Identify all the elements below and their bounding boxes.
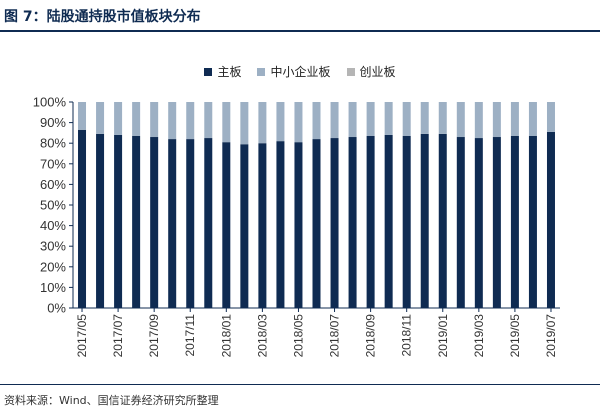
figure-title: 图 7：陆股通持股市值板块分布 [4,9,201,25]
bar-segment [546,102,555,132]
bar-segment [366,135,375,308]
bar-segment [312,139,321,308]
bar-segment [204,138,213,308]
bar-segment [402,102,411,136]
legend-item-sme: 中小企业板 [257,63,331,80]
bar-segment [240,102,249,145]
y-tick-label: 0% [47,301,66,316]
bar-segment [222,142,231,308]
y-tick-label: 50% [40,198,66,213]
x-tick-label: 2017/09 [147,314,161,358]
bar-segment [474,102,483,139]
bar-segment [78,102,87,130]
bar-segment [168,102,177,140]
bar-segment [492,102,501,138]
bar-segment [258,143,267,308]
bar-segment [510,135,519,308]
legend-item-main: 主板 [204,63,241,80]
x-tick-label: 2019/05 [508,314,522,358]
x-tick-label: 2018/11 [400,314,414,357]
y-tick-label: 100% [33,95,67,110]
bar-segment [186,139,195,308]
x-tick-label: 2019/03 [472,314,486,358]
legend-label-chinext: 创业板 [359,65,396,79]
legend-swatch-chinext [346,67,355,76]
bar-segment [276,102,285,142]
y-tick-label: 30% [40,239,66,254]
bar-segment [150,137,159,308]
y-tick-label: 70% [40,156,66,171]
bar-segment [96,102,105,134]
title-rule [0,30,600,32]
bar-segment [438,102,447,134]
bar-segment [294,102,303,143]
legend-swatch-main [204,67,213,76]
bar-segment [294,142,303,308]
x-tick-label: 2019/07 [544,314,558,358]
bar-segment [258,102,267,144]
bar-segment [348,137,357,308]
bar-segment [384,102,393,135]
bar-segment [438,133,447,308]
y-tick-label: 10% [40,280,66,295]
bar-segment [492,137,501,308]
y-tick-label: 60% [40,177,66,192]
bar-segment [402,135,411,308]
bar-segment [186,102,195,140]
y-tick-label: 90% [40,115,66,130]
bar-segment [528,135,537,308]
x-tick-label: 2019/01 [436,314,450,358]
bar-segment [330,102,339,139]
x-tick-label: 2017/11 [183,314,197,357]
bar-segment [222,102,231,143]
bar-segment [420,133,429,308]
legend-item-chinext: 创业板 [346,63,396,80]
bar-segment [132,135,141,308]
bar-segment [150,102,159,138]
bar-segment [78,129,87,308]
bar-segment [330,138,339,308]
x-tick-label: 2017/05 [75,314,89,358]
bar-segment [114,134,123,308]
legend-swatch-sme [257,67,266,76]
bar-segment [240,144,249,308]
bar-segment [384,134,393,308]
x-tick-label: 2017/07 [111,314,125,358]
y-tick-label: 40% [40,218,66,233]
bar-segment [546,131,555,308]
x-tick-label: 2018/07 [328,314,342,358]
bar-segment [114,102,123,135]
source-rule [0,384,600,385]
bar-segment [96,133,105,308]
bar-segment [204,102,213,139]
bar-segment [312,102,321,140]
chart-legend: 主板 中小企业板 创业板 [0,63,600,80]
x-tick-label: 2018/05 [291,314,305,358]
legend-label-main: 主板 [217,65,242,79]
x-tick-label: 2018/03 [255,314,269,358]
bar-segment [528,102,537,136]
bar-segment [366,102,375,136]
bar-segment [474,138,483,308]
bar-segment [456,102,465,138]
bar-segment [456,137,465,308]
legend-label-sme: 中小企业板 [270,65,331,79]
x-tick-label: 2018/01 [219,314,233,358]
y-tick-label: 20% [40,259,66,274]
bar-segment [510,102,519,136]
bar-segment [348,102,357,138]
y-tick-label: 80% [40,136,66,151]
bar-segment [132,102,141,136]
source-note: 资料来源：Wind、国信证券经济研究所整理 [4,394,219,407]
bar-segment [420,102,429,134]
x-tick-label: 2018/09 [364,314,378,358]
bar-segment [276,141,285,308]
bar-segment [168,139,177,308]
